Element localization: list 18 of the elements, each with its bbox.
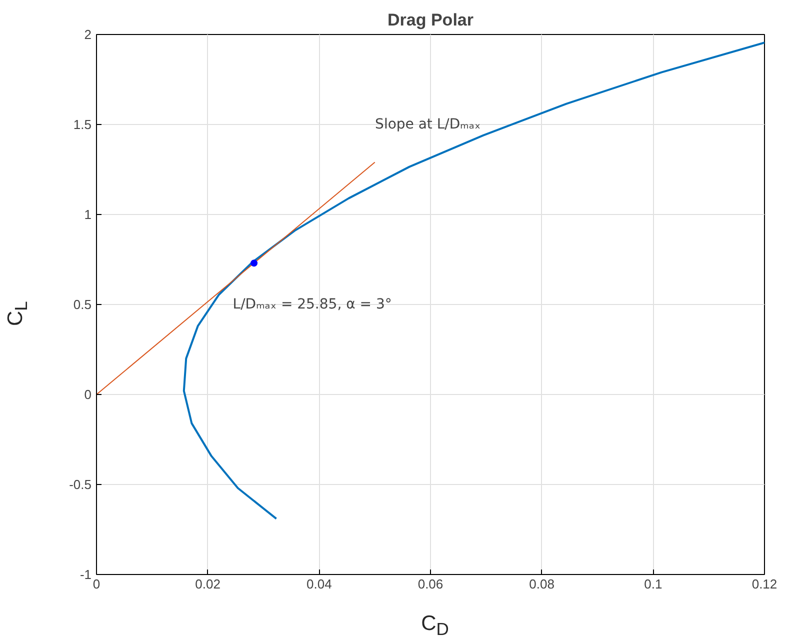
y-tick-label: -1 (80, 567, 92, 582)
y-tick-label: 0.5 (73, 297, 92, 312)
x-axis-title: C$_{D}$ (420, 611, 450, 642)
line-series (182, 42, 764, 520)
y-tick-label: 1.5 (73, 117, 92, 132)
x-tick-label: 0.02 (195, 576, 220, 592)
x-tick-label: 0.1 (644, 576, 662, 592)
x-tick-label: 0.12 (752, 576, 778, 592)
x-tick-label: 0.04 (306, 576, 332, 592)
y-tick-label: 2 (84, 27, 92, 42)
y-tick-label: 0 (84, 387, 92, 402)
y-tick-label: 1 (84, 207, 92, 222)
y-tick-label: -0.5 (69, 477, 92, 492)
annotation: Slope at L/Dₘₐₓ (375, 116, 481, 133)
x-tick-label: 0.08 (529, 576, 554, 592)
x-tick-label: 0.06 (418, 576, 444, 592)
annotation: L/Dₘₐₓ = 25.85, α = 3° (232, 296, 392, 312)
chart-title: Drag Polar (388, 10, 474, 30)
